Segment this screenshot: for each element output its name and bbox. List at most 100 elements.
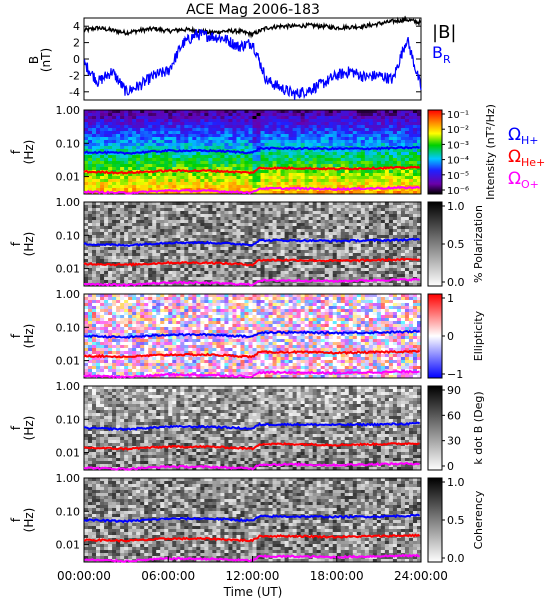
heatmap-cell: [208, 250, 213, 254]
heatmap-cell: [312, 277, 318, 281]
heatmap-cell: [168, 223, 173, 227]
heatmap-cell: [188, 128, 193, 132]
heatmap-cell: [328, 182, 334, 186]
heatmap-cell: [292, 277, 298, 281]
heatmap-cell: [124, 226, 129, 230]
heatmap-cell: [336, 143, 342, 147]
heatmap-cell: [340, 223, 346, 227]
heatmap-cell: [112, 208, 117, 212]
heatmap-cell: [180, 170, 185, 174]
heatmap-cell: [200, 140, 205, 144]
heatmap-cell: [96, 113, 101, 117]
heatmap-cell: [324, 244, 330, 248]
heatmap-cell: [216, 262, 221, 266]
heatmap-cell: [216, 265, 221, 269]
heatmap-cell: [260, 205, 265, 209]
heatmap-cell: [336, 122, 342, 126]
heatmap-cell: [304, 223, 310, 227]
heatmap-cell: [332, 140, 338, 144]
heatmap-cell: [228, 223, 233, 227]
heatmap-cell: [136, 271, 141, 275]
heatmap-cell: [164, 113, 169, 117]
heatmap-cell: [356, 176, 362, 180]
heatmap-cell: [208, 179, 213, 183]
heatmap-cell: [416, 185, 422, 189]
heatmap-cell: [300, 185, 306, 189]
heatmap-cell: [372, 185, 378, 189]
heatmap-cell: [224, 205, 229, 209]
heatmap-cell: [180, 137, 185, 141]
heatmap-cell: [280, 247, 285, 251]
heatmap-cell: [316, 262, 322, 266]
heatmap-cell: [136, 134, 141, 138]
heatmap-cell: [308, 182, 314, 186]
heatmap-cell: [308, 164, 314, 168]
heatmap-cell: [284, 125, 290, 129]
heatmap-cell: [244, 164, 249, 168]
heatmap-cell: [168, 265, 173, 269]
heatmap-cell: [128, 137, 133, 141]
heatmap-cell: [84, 238, 89, 242]
heatmap-cell: [228, 247, 233, 251]
heatmap-cell: [280, 173, 285, 177]
heatmap-cell: [252, 202, 257, 206]
heatmap-cell: [292, 164, 298, 168]
heatmap-cell: [168, 244, 173, 248]
heatmap-cell: [112, 119, 117, 123]
heatmap-cell: [212, 137, 217, 141]
heatmap-cell: [212, 131, 217, 135]
heatmap-cell: [156, 161, 161, 165]
heatmap-cell: [364, 119, 370, 123]
heatmap-cell: [252, 167, 257, 171]
heatmap-cell: [400, 268, 406, 272]
heatmap-cell: [364, 217, 370, 221]
heatmap-cell: [404, 202, 410, 206]
heatmap-cell: [156, 208, 161, 212]
heatmap-cell: [244, 268, 249, 272]
heatmap-cell: [100, 149, 105, 153]
heatmap-cell: [272, 143, 277, 147]
heatmap-cell: [324, 173, 330, 177]
heatmap-cell: [248, 122, 253, 126]
heatmap-cell: [244, 179, 249, 183]
heatmap-cell: [212, 271, 217, 275]
heatmap-cell: [284, 176, 290, 180]
heatmap-cell: [188, 214, 193, 218]
heatmap-cell: [120, 223, 125, 227]
heatmap-cell: [356, 179, 362, 183]
heatmap-cell: [192, 226, 197, 230]
heatmap-cell: [168, 122, 173, 126]
heatmap-cell: [404, 235, 410, 239]
heatmap-cell: [288, 110, 294, 114]
heatmap-cell: [248, 188, 253, 192]
heatmap-cell: [100, 167, 105, 171]
heatmap-cell: [392, 122, 398, 126]
heatmap-cell: [132, 113, 137, 117]
heatmap-cell: [172, 238, 177, 242]
heatmap-cell: [300, 220, 306, 224]
heatmap-cell: [272, 268, 277, 272]
heatmap-cell: [368, 241, 374, 245]
heatmap-cell: [412, 140, 418, 144]
heatmap-cell: [284, 268, 290, 272]
heatmap-cell: [172, 250, 177, 254]
heatmap-cell: [284, 211, 290, 215]
heatmap-cell: [416, 241, 422, 245]
heatmap-cell: [152, 113, 157, 117]
heatmap-cell: [248, 253, 253, 257]
heatmap-cell: [196, 238, 201, 242]
heatmap-cell: [208, 214, 213, 218]
heatmap-cell: [276, 176, 281, 180]
heatmap-cell: [336, 247, 342, 251]
heatmap-cell: [184, 297, 189, 301]
heatmap-cell: [336, 131, 342, 135]
heatmap-cell: [236, 131, 241, 135]
heatmap-cell: [252, 182, 257, 186]
heatmap-cell: [96, 280, 101, 284]
heatmap-cell: [156, 238, 161, 242]
heatmap-cell: [100, 122, 105, 126]
heatmap-cell: [132, 297, 137, 301]
heatmap-cell: [116, 202, 121, 206]
heatmap-cell: [192, 176, 197, 180]
heatmap-cell: [400, 110, 406, 114]
